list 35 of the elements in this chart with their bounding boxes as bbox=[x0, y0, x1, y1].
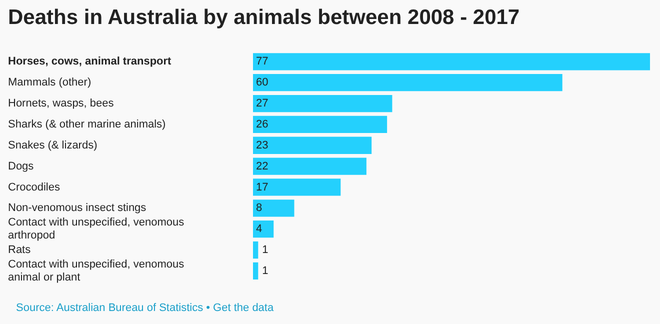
y-tick-label: Contact with unspecified, venomous animal or plant bbox=[8, 258, 185, 284]
y-tick-label: Crocodiles bbox=[8, 181, 60, 194]
y-tick-label: Non-venomous insect stings bbox=[8, 202, 147, 214]
bar bbox=[253, 220, 274, 238]
y-tick-label: Horses, cows, animal transport bbox=[8, 56, 172, 68]
y-tick-label: Hornets, wasps, bees bbox=[8, 98, 114, 110]
y-tick-label: Sharks (& other marine animals) bbox=[8, 118, 166, 130]
bar bbox=[253, 262, 258, 280]
data-label: 1 bbox=[262, 244, 268, 256]
y-tick-label: Mammals (other) bbox=[8, 76, 92, 89]
bar bbox=[253, 136, 372, 154]
y-tick-label: Contact with unspecified, venomous arthropod bbox=[8, 216, 185, 242]
data-label: 8 bbox=[256, 202, 262, 214]
source-note: Source: Australian Bureau of Statistics • Get the data bbox=[15, 301, 275, 314]
y-tick-label: Rats bbox=[8, 244, 32, 256]
bar bbox=[253, 116, 388, 134]
data-label: 27 bbox=[256, 98, 268, 110]
data-label: 23 bbox=[256, 139, 268, 152]
data-label: 4 bbox=[256, 223, 262, 236]
bar bbox=[253, 74, 562, 92]
data-label: 17 bbox=[256, 181, 268, 194]
chart-title: Deaths in Australia by animals between 2008 - 2017 bbox=[7, 5, 521, 31]
y-tick-label: Dogs bbox=[8, 160, 34, 172]
y-tick-label: Snakes (& lizards) bbox=[8, 139, 98, 152]
data-label: 22 bbox=[256, 160, 268, 172]
bar bbox=[253, 200, 294, 217]
bar bbox=[253, 94, 392, 112]
bar bbox=[253, 178, 341, 196]
data-label: 1 bbox=[262, 264, 268, 277]
data-label: 26 bbox=[256, 118, 268, 130]
bar bbox=[253, 158, 366, 175]
data-label: 60 bbox=[256, 76, 268, 89]
bar bbox=[253, 53, 650, 70]
bar bbox=[253, 241, 258, 259]
data-label: 77 bbox=[256, 56, 268, 68]
